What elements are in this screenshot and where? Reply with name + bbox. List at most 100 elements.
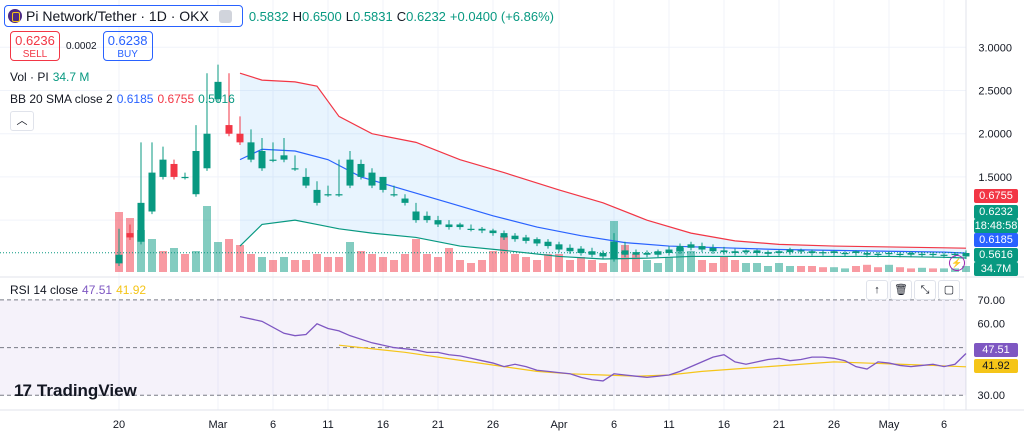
candle-body xyxy=(819,252,827,254)
bollinger-lower-line xyxy=(239,219,967,260)
bb-upper-value: 0.6755 xyxy=(157,92,195,106)
symbol-title: Pi Network/Tether · 1D · OKX xyxy=(26,8,209,24)
price-tag-countdown: 18:48:58 xyxy=(974,219,1018,233)
bb-basis-value: 0.6185 xyxy=(116,92,154,106)
candle-body xyxy=(962,252,970,257)
rsi-axis-label: 70.00 xyxy=(977,295,1005,307)
volume-bar xyxy=(126,218,134,272)
volume-bar xyxy=(148,239,156,272)
volume-bar xyxy=(676,248,684,272)
candle-body xyxy=(280,155,288,160)
tradingview-logo-mark: 17 xyxy=(14,381,32,400)
volume-bar xyxy=(907,268,915,272)
volume-bar xyxy=(555,254,563,272)
ohlc-legend: 0.5832 H0.6500 L0.5831 C0.6232 +0.0400 (… xyxy=(249,9,554,24)
candle-body xyxy=(544,241,552,247)
candle-body xyxy=(665,249,673,253)
buy-button[interactable]: 0.6238 BUY xyxy=(102,31,153,61)
time-axis-label: 6 xyxy=(611,419,617,431)
time-axis-label: 11 xyxy=(663,419,674,431)
candle-body xyxy=(555,244,563,250)
volume-bar xyxy=(522,257,530,272)
candle-body xyxy=(764,252,772,254)
candle-body xyxy=(423,215,431,221)
time-axis-label: 21 xyxy=(432,419,444,431)
candle-body xyxy=(148,172,156,212)
lightning-icon[interactable]: ⚡ xyxy=(949,255,965,271)
bollinger-basis-line xyxy=(239,148,967,254)
tradingview-logo[interactable]: 17 TradingView xyxy=(14,381,137,401)
volume-bar xyxy=(236,245,244,272)
candle-body xyxy=(236,133,244,143)
time-axis-label: 6 xyxy=(270,419,276,431)
volume-bar xyxy=(544,254,552,272)
price-axis-label: 2.5000 xyxy=(978,86,1012,98)
candle-body xyxy=(885,252,893,255)
candle-body xyxy=(467,228,475,230)
volume-bar xyxy=(775,263,783,272)
candle-body xyxy=(907,252,915,255)
arrow-up-icon[interactable]: ↑ xyxy=(866,280,888,300)
candle-body xyxy=(753,250,761,253)
chart-header: Pi Network/Tether · 1D · OKX 0.5832 H0.6… xyxy=(4,5,554,27)
candle-body xyxy=(852,251,860,253)
candle-body xyxy=(720,250,728,253)
candle-body xyxy=(456,224,464,228)
volume-bar xyxy=(346,242,354,272)
candle-body xyxy=(137,202,145,242)
time-axis[interactable]: 20 Mar 6 11 16 21 26 Apr 6 11 16 21 26 May 6 xyxy=(0,409,1024,431)
price-axis-label: 2.0000 xyxy=(978,129,1012,141)
candle-body xyxy=(918,253,926,256)
volume-bar xyxy=(841,268,849,272)
bollinger-band-lines xyxy=(0,72,967,260)
sell-button[interactable]: 0.6236 SELL xyxy=(10,31,60,61)
volume-bar xyxy=(269,260,277,272)
volume-bar xyxy=(423,254,431,272)
candle-body xyxy=(401,198,409,203)
sell-label: SELL xyxy=(22,49,48,60)
bb-legend[interactable]: BB 20 SMA close 2 0.6185 0.6755 0.5616 xyxy=(10,92,235,106)
market-status-icon xyxy=(218,9,232,23)
volume-bar xyxy=(643,260,651,272)
rsi-legend[interactable]: RSI 14 close 47.51 41.92 xyxy=(10,283,146,297)
time-axis-label: 26 xyxy=(487,419,499,431)
candle-body xyxy=(808,251,816,253)
volume-bar xyxy=(280,257,288,272)
symbol-selector[interactable]: Pi Network/Tether · 1D · OKX xyxy=(4,5,243,27)
time-axis-label: 16 xyxy=(377,419,389,431)
candle-body xyxy=(247,142,255,160)
volume-bar xyxy=(929,268,937,272)
candle-body xyxy=(676,246,684,252)
trash-icon[interactable]: 🗑 xyxy=(890,280,912,300)
maximize-icon[interactable]: ▢ xyxy=(938,280,960,300)
legend-collapse-button[interactable]: ︿ xyxy=(10,111,34,131)
candle-body xyxy=(225,125,233,134)
collapse-icon[interactable]: ⤡ xyxy=(914,280,936,300)
rsi-pane: 70.00 60.00 30.00 xyxy=(0,295,1005,402)
candle-body xyxy=(192,151,200,195)
volume-bar xyxy=(940,268,948,272)
volume-bar xyxy=(654,263,662,272)
time-axis-label: 16 xyxy=(718,419,730,431)
volume-bar xyxy=(687,251,695,272)
price-axis-label: 3.0000 xyxy=(978,42,1012,54)
volume-bar xyxy=(445,248,453,272)
spread-value: 0.0002 xyxy=(66,41,97,52)
candle-body xyxy=(522,237,530,241)
candle-body xyxy=(181,176,189,179)
volume-legend-label: Vol · PI xyxy=(10,70,49,84)
candle-body xyxy=(841,252,849,255)
candle-body xyxy=(214,81,222,100)
volume-bar xyxy=(357,251,365,272)
rsi-legend-value: 47.51 xyxy=(82,283,113,297)
volume-bar xyxy=(247,254,255,272)
volume-bar xyxy=(885,264,893,272)
candle-body xyxy=(731,251,739,253)
time-axis-label: 6 xyxy=(941,419,947,431)
volume-legend[interactable]: Vol · PI 34.7 M xyxy=(10,70,89,84)
candle-body xyxy=(610,241,618,260)
candle-body xyxy=(170,163,178,177)
candle-body xyxy=(687,244,695,248)
rsi-sma-line xyxy=(338,344,967,377)
